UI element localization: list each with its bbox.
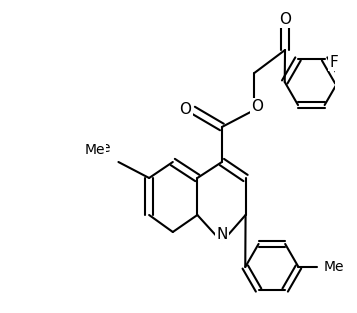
Text: Me: Me: [323, 260, 344, 274]
Text: O: O: [251, 99, 263, 114]
Text: Me: Me: [85, 143, 105, 157]
Text: Me: Me: [91, 141, 111, 155]
Text: O: O: [179, 102, 191, 117]
Text: O: O: [279, 12, 291, 27]
Text: N: N: [216, 227, 227, 242]
Text: F: F: [330, 54, 338, 69]
